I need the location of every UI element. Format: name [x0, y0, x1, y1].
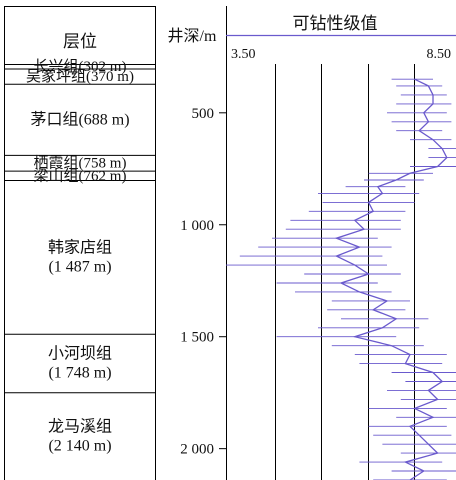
formation-label: (1 748 m) — [48, 365, 111, 382]
formation-label: 长兴组(302 m) — [34, 58, 127, 75]
formation-label: 梁山组(762 m) — [34, 167, 127, 184]
drillability-column-header: 可钻性级值 — [293, 14, 378, 33]
formation-label: 吴家坪组(370 m) — [26, 68, 134, 85]
depth-column-header: 井深/m — [168, 27, 217, 45]
formation-label: 龙马溪组 — [48, 418, 112, 436]
formation-label: (2 140 m) — [48, 438, 111, 455]
formation-column-header: 层位 — [63, 32, 97, 51]
depth-tick-label: 1 000 — [180, 218, 214, 234]
formation-label: 小河坝组 — [48, 345, 112, 363]
formation-label: (1 487 m) — [48, 258, 111, 275]
formation-label: 栖霞组(758 m) — [34, 155, 127, 172]
formation-label: 韩家店组 — [48, 238, 112, 256]
x-tick-label-max: 8.50 — [427, 47, 452, 62]
depth-tick-label: 500 — [192, 106, 215, 122]
formation-label: 茅口组(688 m) — [30, 110, 129, 128]
depth-tick-label: 2 000 — [180, 442, 214, 458]
depth-tick-label: 1 500 — [180, 330, 214, 346]
x-tick-label-min: 3.50 — [231, 47, 256, 62]
